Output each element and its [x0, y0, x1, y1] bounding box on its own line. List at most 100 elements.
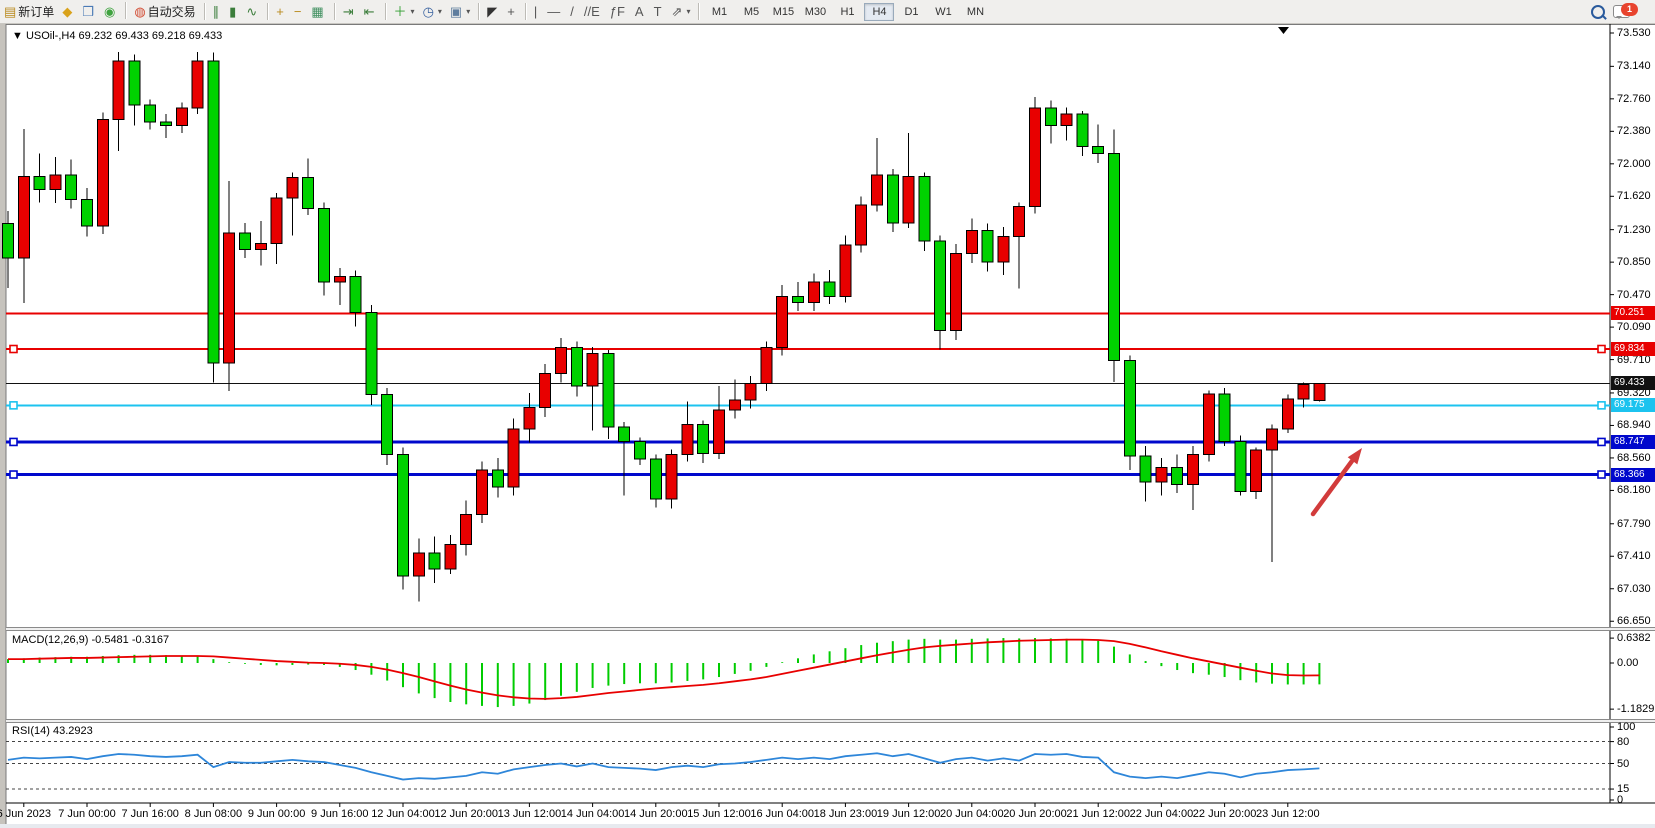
timeframe-button-w1[interactable]: W1	[935, 5, 952, 18]
autoscroll-button[interactable]: ⇥	[339, 2, 360, 21]
candle-body	[997, 235, 1010, 263]
gold-coin-button[interactable]: ◆	[58, 2, 78, 21]
toolbar-separator	[478, 3, 480, 20]
signal-button[interactable]: ◉	[100, 2, 121, 21]
cursor-button[interactable]: ◤	[483, 2, 503, 21]
candle-body	[839, 244, 852, 297]
candle-body	[981, 230, 994, 263]
zoom-out-icon: −	[293, 4, 302, 19]
shapes-button[interactable]: ⇗ ▾	[668, 2, 695, 21]
candle-body	[697, 424, 710, 455]
zoom-in-icon: +	[276, 4, 284, 19]
search-button[interactable]	[1587, 2, 1609, 21]
candle-body	[1108, 153, 1120, 361]
hline-button[interactable]: —	[543, 2, 566, 21]
symbol-dropdown-icon[interactable]: ▼	[12, 30, 23, 42]
trendline-button[interactable]: /	[566, 2, 580, 21]
line-selection-marker[interactable]	[9, 401, 18, 410]
candle-body	[381, 394, 394, 456]
candlestick-icon: ▮	[229, 4, 237, 19]
rsi-axis-label: 15	[1617, 783, 1630, 796]
timeframe-button-m5[interactable]: M5	[743, 5, 760, 18]
macd-signal-line	[8, 638, 1320, 700]
line-selection-marker[interactable]	[9, 344, 18, 354]
date-label: 14 Jun 04:00	[560, 808, 625, 820]
timeframe-button-h1[interactable]: H1	[840, 5, 855, 18]
candle-body	[728, 399, 741, 411]
line-selection-marker[interactable]	[1597, 401, 1606, 410]
period-clock-button[interactable]: ◷ ▾	[419, 2, 446, 21]
line-selection-marker[interactable]	[9, 437, 18, 447]
timeframe-button-mn[interactable]: MN	[966, 5, 985, 18]
template-button[interactable]: ▣ ▾	[446, 2, 474, 21]
price-chart-canvas[interactable]	[0, 24, 1655, 828]
candle-body	[871, 174, 883, 206]
chevron-down-icon[interactable]: ▾	[466, 7, 471, 16]
chart-window[interactable]: ▼ USOil-,H4 69.232 69.433 69.218 69.433 …	[0, 24, 1655, 828]
timeframe-button-h4[interactable]: H4	[864, 2, 895, 21]
fibonacci-button[interactable]: ƒF	[606, 2, 631, 21]
candle-body	[1234, 441, 1247, 492]
cursor-icon: ◤	[487, 4, 498, 19]
timeframe-button-m30[interactable]: M30	[804, 5, 827, 18]
tile-windows-button[interactable]: ▦	[307, 2, 329, 21]
timeframe-button-m1[interactable]: M1	[711, 5, 728, 18]
line-selection-marker[interactable]	[1597, 470, 1606, 479]
candle-body	[65, 174, 78, 201]
line-selection-marker[interactable]	[1597, 344, 1606, 354]
candle-body	[1202, 393, 1215, 456]
zoom-in-button[interactable]: +	[272, 2, 290, 21]
chevron-down-icon[interactable]: ▾	[410, 7, 415, 16]
timeframe-button-m15[interactable]: M15	[772, 5, 795, 18]
candle-body	[665, 454, 678, 500]
text-button[interactable]: A	[631, 2, 650, 21]
text-label-button[interactable]: T	[650, 2, 668, 21]
toolbar-separator	[384, 3, 386, 20]
title-ohlc-values: 69.232 69.433 69.218 69.433	[78, 30, 223, 42]
price-tick-label: 71.230	[1617, 223, 1651, 236]
rsi-axis-label: 0	[1617, 794, 1624, 806]
timeframe-toolbar: M1 M5 M15 M30 H1 H4 D1 W1 MN	[703, 2, 991, 21]
line-selection-marker[interactable]	[9, 470, 18, 479]
autotrade-button[interactable]: ◍ 自动交易	[130, 2, 199, 21]
fibonacci-icon: ƒF	[609, 4, 625, 19]
price-tick-label: 68.560	[1617, 451, 1651, 464]
zoom-out-button[interactable]: −	[290, 2, 308, 21]
pane-separator[interactable]	[6, 719, 1655, 723]
chevron-down-icon[interactable]: ▾	[437, 7, 442, 16]
rsi-line	[7, 752, 1320, 781]
candle-body	[1281, 398, 1294, 430]
toolbar-separator	[524, 3, 526, 20]
hline-icon: —	[547, 4, 561, 19]
line-selection-marker[interactable]	[1597, 437, 1606, 447]
date-label: 9 Jun 00:00	[247, 808, 306, 820]
vline-button[interactable]: |	[530, 2, 543, 21]
chart-shift-button[interactable]: ⇤	[360, 2, 381, 21]
annotation-arrow-shaft[interactable]	[1310, 458, 1355, 517]
candle-body	[254, 242, 267, 250]
chevron-down-icon[interactable]: ▾	[686, 7, 691, 16]
candle-body	[1187, 454, 1199, 485]
candle-body	[349, 276, 362, 314]
candlestick-button[interactable]: ▮	[225, 2, 242, 21]
terminal-icon: ❒	[82, 4, 94, 19]
terminal-button[interactable]: ❒	[78, 2, 100, 21]
candle-body	[1139, 455, 1152, 483]
candle-body	[776, 295, 789, 349]
candle-body	[491, 469, 504, 488]
signal-icon: ◉	[103, 4, 116, 19]
candle-body	[460, 513, 473, 545]
price-tick-label: 72.760	[1617, 92, 1651, 105]
new-chart-button[interactable]: ＋ ▾	[390, 2, 419, 21]
annotation-arrow-head[interactable]	[1347, 448, 1362, 465]
toolbar-separator	[203, 3, 205, 20]
channel-button[interactable]: //E	[580, 2, 606, 21]
bar-chart-button[interactable]: ∥	[209, 2, 226, 21]
line-chart-button[interactable]: ∿	[242, 2, 263, 21]
timeframe-button-d1[interactable]: D1	[904, 5, 919, 18]
price-tick-label: 66.650	[1617, 615, 1651, 628]
pane-separator[interactable]	[6, 627, 1655, 631]
crosshair-button[interactable]: +	[503, 2, 521, 21]
notifications-button[interactable]: 1	[1609, 2, 1641, 21]
new-order-button[interactable]: ▤ 新订单	[0, 2, 58, 21]
